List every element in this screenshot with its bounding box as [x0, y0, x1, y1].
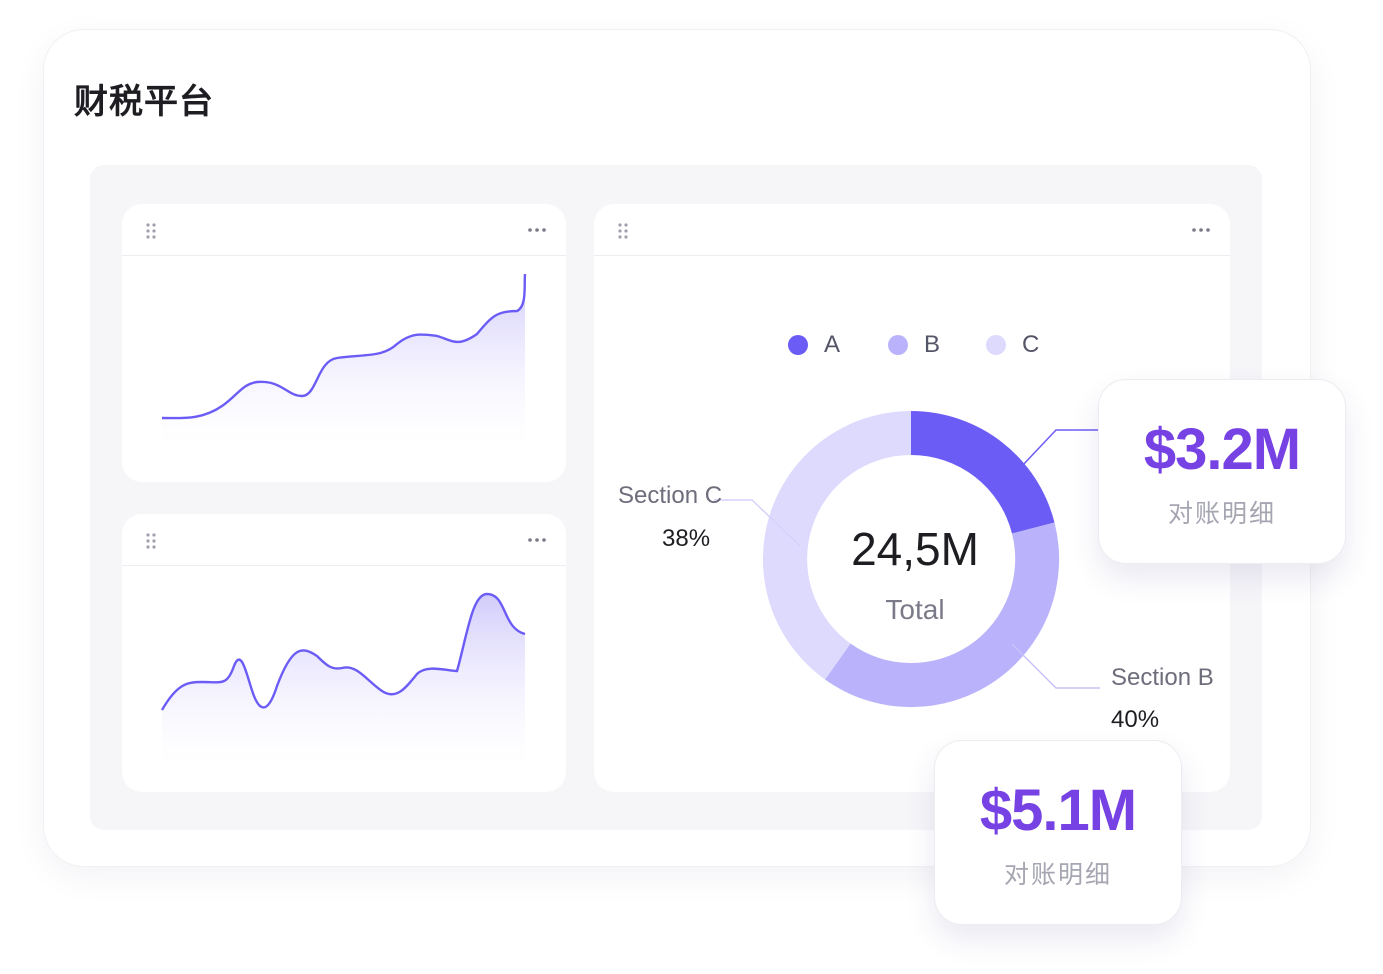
stat-card-top[interactable]: $3.2M 对账明细: [1098, 379, 1346, 564]
more-horizontal-icon[interactable]: [1190, 220, 1212, 240]
more-horizontal-icon[interactable]: [526, 220, 548, 240]
legend-label: A: [824, 331, 841, 358]
donut-segment-a[interactable]: [911, 411, 1055, 534]
legend-item-c[interactable]: C: [986, 330, 1039, 360]
legend-dot-icon: [788, 335, 808, 355]
legend-label: B: [924, 331, 941, 358]
donut-total-label: Total: [885, 594, 945, 625]
card-header: [594, 204, 1230, 256]
stat-value: $5.1M: [979, 778, 1137, 843]
section-c-percent: 38%: [662, 525, 711, 552]
line-chart-card-bottom[interactable]: [122, 514, 566, 792]
stat-label: 对账明细: [1167, 499, 1276, 528]
stat-card-bottom[interactable]: $5.1M 对账明细: [934, 740, 1182, 925]
card-header: [122, 514, 566, 566]
legend-item-a[interactable]: A: [788, 330, 840, 360]
drag-handle-icon[interactable]: [144, 222, 158, 240]
section-b-label: Section B: [1111, 664, 1214, 691]
area-chart: [161, 273, 527, 446]
drag-handle-icon[interactable]: [144, 532, 158, 550]
leader-line-a: [1021, 429, 1100, 467]
section-b-percent: 40%: [1111, 706, 1160, 733]
data-line: [160, 592, 526, 711]
area-fill: [162, 594, 525, 766]
legend-label: C: [1022, 331, 1040, 358]
more-horizontal-icon[interactable]: [526, 530, 548, 550]
leader-line-c: [714, 499, 801, 547]
page-title: 财税平台: [74, 82, 214, 122]
card-header: [122, 204, 566, 256]
donut-segment-b[interactable]: [825, 522, 1060, 708]
stat-label: 对账明细: [1003, 860, 1112, 889]
leader-line-b: [1011, 643, 1100, 689]
area-chart: [160, 592, 526, 766]
legend-dot-icon: [888, 335, 908, 355]
stat-value: $3.2M: [1143, 417, 1301, 482]
area-fill: [162, 274, 525, 446]
donut-segment-c[interactable]: [762, 410, 911, 680]
donut-total-value: 24,5M: [851, 523, 979, 575]
drag-handle-icon[interactable]: [616, 222, 630, 240]
line-chart-card-top[interactable]: [122, 204, 566, 482]
section-c-label: Section C: [618, 482, 723, 509]
data-line: [161, 273, 527, 420]
legend-item-b[interactable]: B: [888, 330, 940, 360]
legend-dot-icon: [986, 335, 1006, 355]
